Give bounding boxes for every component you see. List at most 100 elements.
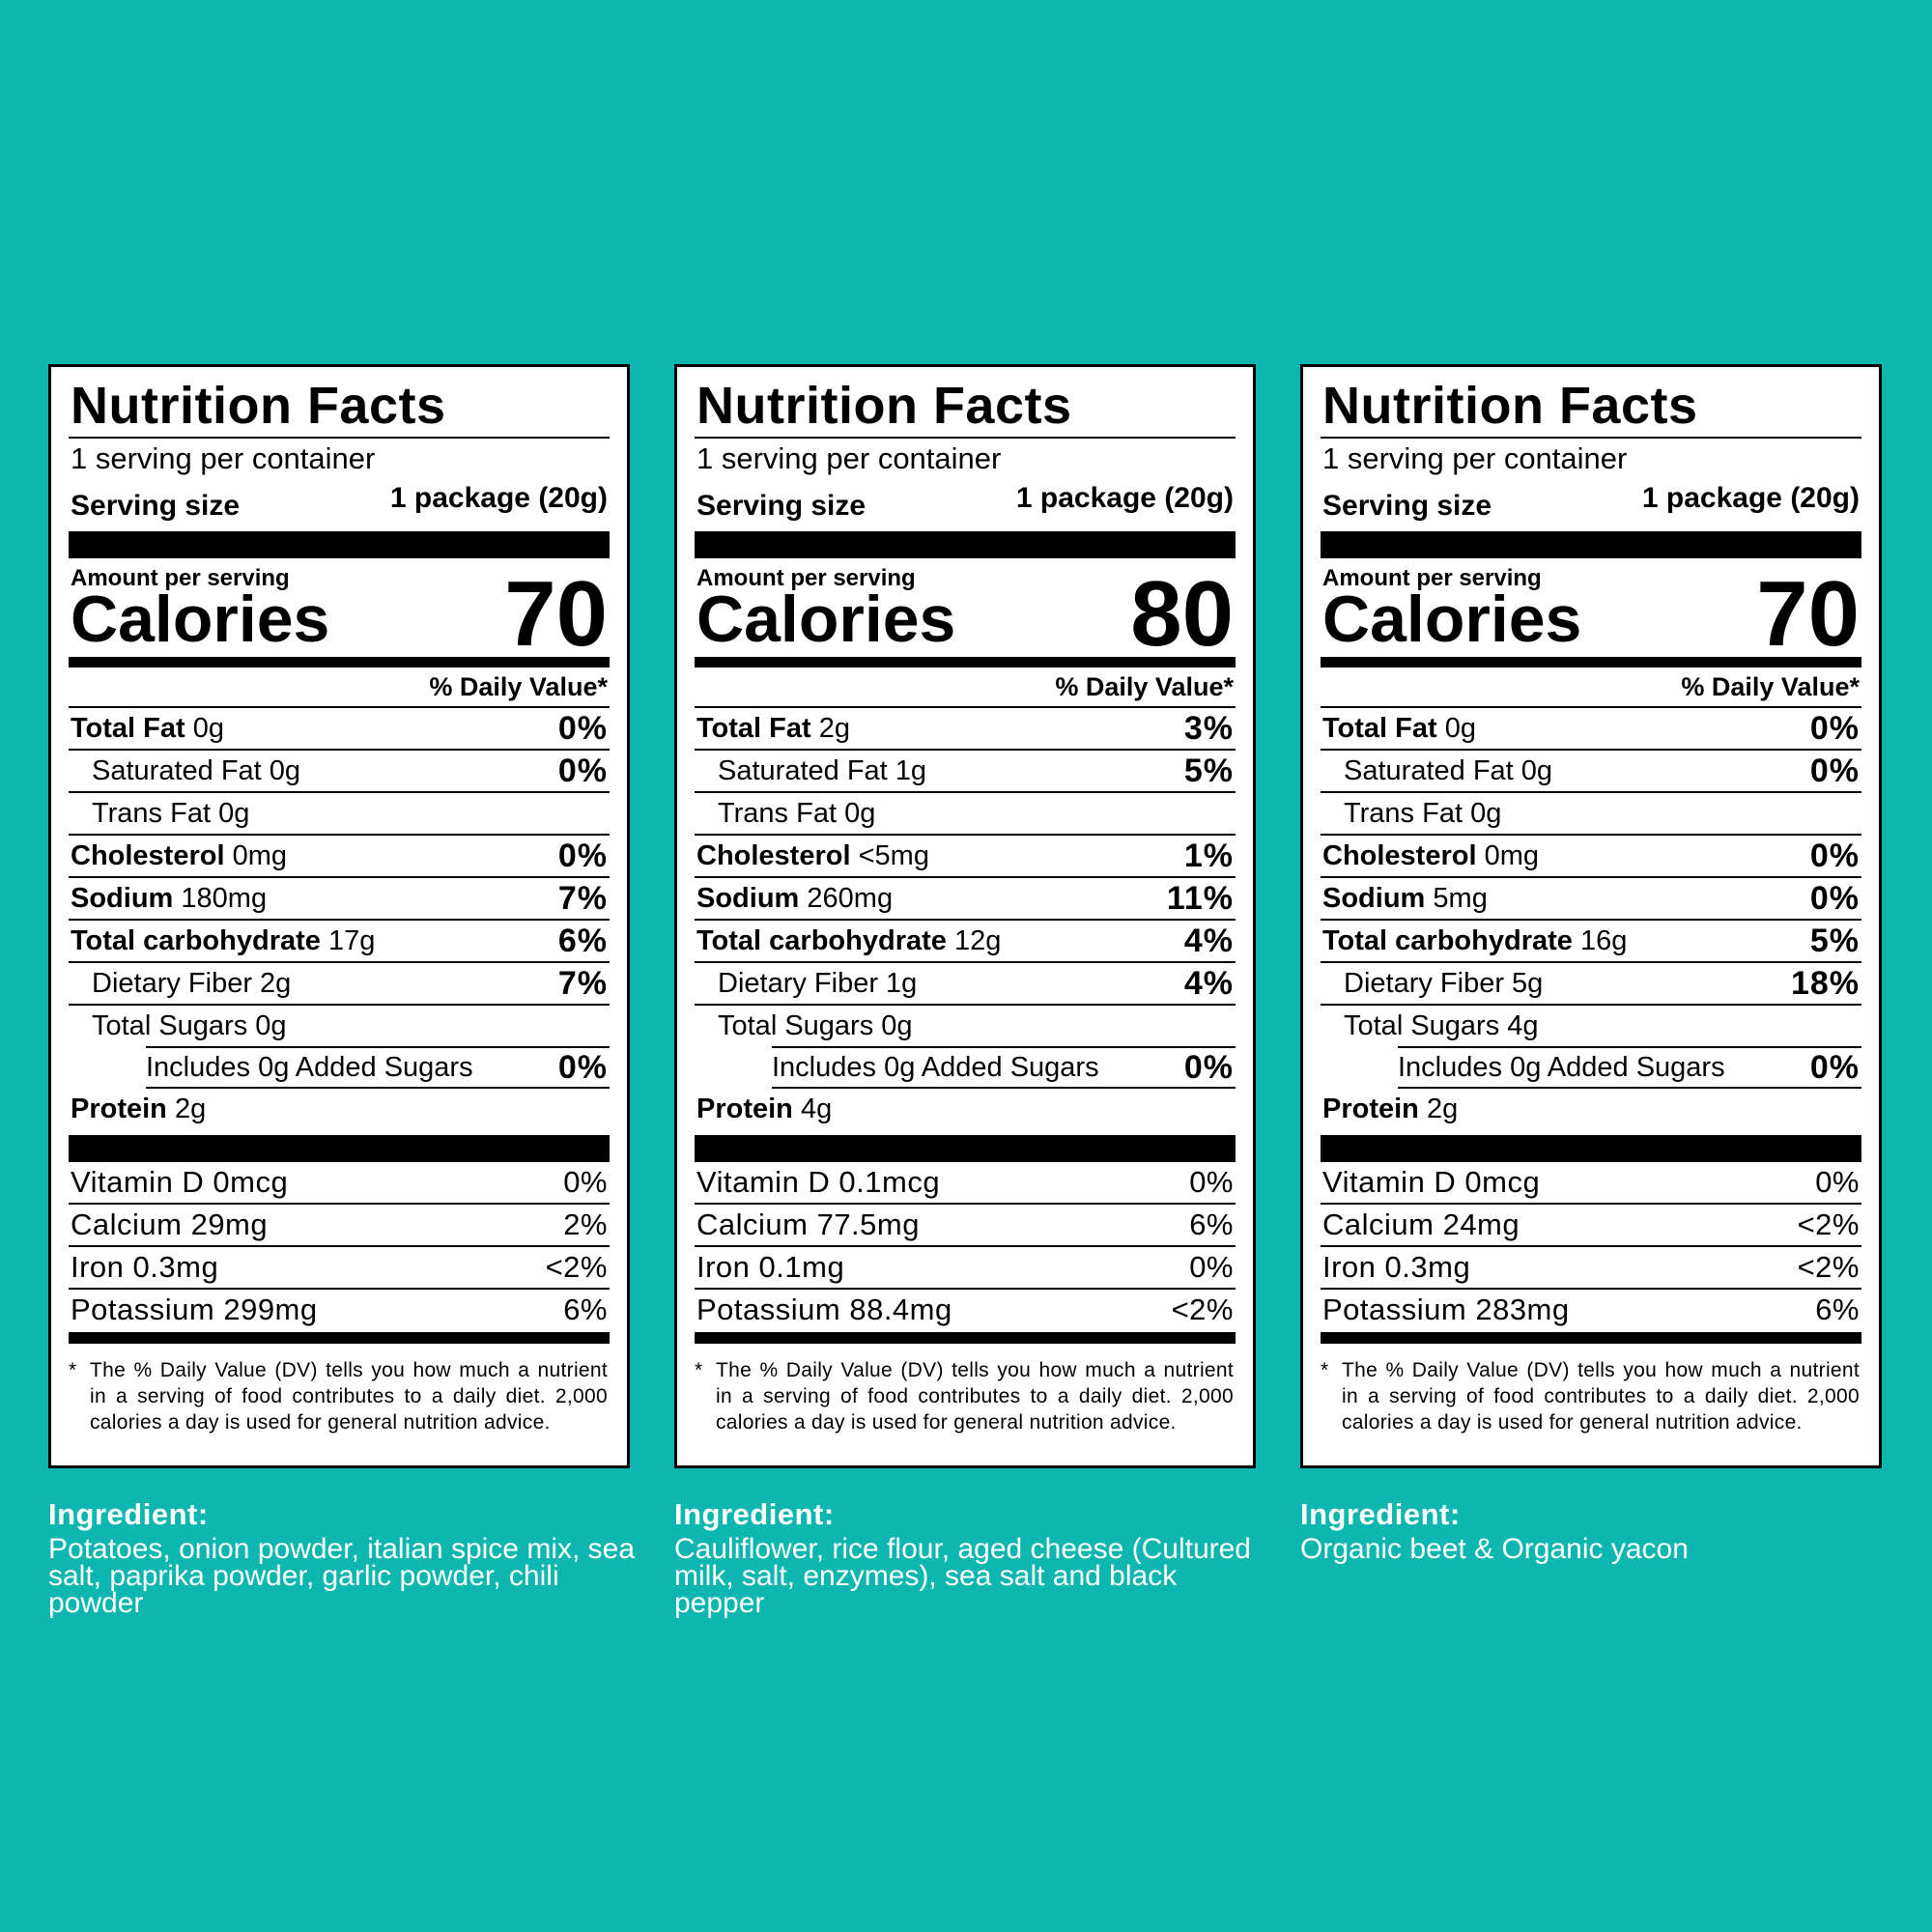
calcium-label: Calcium 29mg	[71, 1208, 269, 1241]
fiber-label: Dietary Fiber 1g	[718, 967, 918, 999]
footnote-asterisk: *	[1321, 1359, 1329, 1381]
calories-value: 80	[1130, 562, 1234, 666]
saturated-fat-dv: 5%	[1183, 752, 1234, 789]
carbohydrate-row: Total carbohydrate 12g 4%	[695, 921, 1236, 963]
vitamin-d-row: Vitamin D 0mcg 0%	[1321, 1162, 1861, 1205]
nutrition-panel-2: Nutrition Facts 1 serving per container …	[674, 364, 1256, 1618]
calories-label: Calories	[696, 582, 956, 656]
sodium-label: Sodium	[696, 882, 800, 914]
vitamin-d-dv: 0%	[1815, 1165, 1860, 1199]
added-sugars-dv: 0%	[1809, 1048, 1860, 1086]
ingredient-heading: Ingredient:	[674, 1497, 835, 1531]
iron-dv: 0%	[1189, 1250, 1234, 1284]
nutrition-facts-label: Nutrition Facts 1 serving per container …	[674, 364, 1256, 1468]
added-sugars-dv: 0%	[1183, 1048, 1234, 1086]
carbohydrate-label: Total carbohydrate	[71, 924, 321, 956]
cholesterol-label: Cholesterol	[696, 839, 851, 871]
cholesterol-dv: 1%	[1183, 837, 1234, 874]
vitamin-d-row: Vitamin D 0mcg 0%	[69, 1162, 610, 1205]
iron-row: Iron 0.3mg <2%	[69, 1247, 610, 1290]
total-fat-label: Total Fat	[696, 712, 811, 744]
sodium-dv: 11%	[1166, 879, 1234, 917]
fiber-dv: 4%	[1183, 964, 1234, 1002]
protein-row: Protein 2g	[69, 1089, 610, 1129]
cholesterol-label: Cholesterol	[1322, 839, 1477, 871]
calories-row: Calories 80	[695, 568, 1236, 661]
calcium-row: Calcium 77.5mg 6%	[695, 1205, 1236, 1247]
potassium-dv: 6%	[563, 1293, 608, 1326]
nutrition-facts-label: Nutrition Facts 1 serving per container …	[48, 364, 630, 1468]
footnote-text: The % Daily Value (DV) tells you how muc…	[716, 1359, 1234, 1434]
protein-label: Protein	[71, 1093, 167, 1124]
sodium-amount: 260mg	[807, 882, 894, 914]
calories-label: Calories	[1322, 582, 1582, 656]
carbohydrate-row: Total carbohydrate 16g 5%	[1321, 921, 1861, 963]
serving-size-value: 1 package (20g)	[1641, 482, 1860, 514]
protein-label: Protein	[696, 1093, 793, 1124]
medium-divider	[69, 657, 610, 668]
serving-size-label: Serving size	[1322, 490, 1492, 522]
saturated-fat-row: Saturated Fat 0g 0%	[69, 751, 610, 793]
serving-size-row: Serving size 1 package (20g)	[1321, 479, 1861, 524]
cholesterol-row: Cholesterol <5mg 1%	[695, 836, 1236, 878]
cholesterol-row: Cholesterol 0mg 0%	[69, 836, 610, 878]
added-sugars-label: Includes 0g Added Sugars	[146, 1051, 473, 1083]
amount-per-serving: Amount per serving	[696, 565, 916, 591]
footnote: * The % Daily Value (DV) tells you how m…	[69, 1357, 610, 1435]
ingredient-heading: Ingredient:	[48, 1497, 209, 1531]
sugars-row: Total Sugars 4g	[1321, 1006, 1861, 1046]
label-title: Nutrition Facts	[69, 375, 610, 439]
medium-divider	[69, 1332, 610, 1344]
carbohydrate-amount: 16g	[1579, 924, 1628, 956]
medium-divider	[695, 657, 1236, 668]
label-title: Nutrition Facts	[695, 375, 1236, 439]
cholesterol-amount: 0mg	[1484, 839, 1540, 871]
calcium-label: Calcium 77.5mg	[696, 1208, 920, 1241]
potassium-dv: <2%	[1171, 1293, 1234, 1326]
footnote-asterisk: *	[695, 1359, 703, 1381]
label-title: Nutrition Facts	[1321, 375, 1861, 439]
carbohydrate-dv: 4%	[1183, 922, 1234, 959]
fiber-row: Dietary Fiber 1g 4%	[695, 963, 1236, 1006]
trans-fat-label: Trans Fat 0g	[92, 797, 250, 829]
vitamin-d-dv: 0%	[1189, 1165, 1234, 1199]
footnote-asterisk: *	[69, 1359, 77, 1381]
potassium-row: Potassium 299mg 6%	[69, 1290, 610, 1330]
sodium-dv: 7%	[557, 879, 608, 917]
potassium-row: Potassium 88.4mg <2%	[695, 1290, 1236, 1330]
trans-fat-row: Trans Fat 0g	[1321, 793, 1861, 836]
fiber-label: Dietary Fiber 2g	[92, 967, 292, 999]
potassium-label: Potassium 283mg	[1322, 1293, 1570, 1326]
footnote-text: The % Daily Value (DV) tells you how muc…	[1342, 1359, 1860, 1434]
calcium-dv: 6%	[1189, 1208, 1234, 1241]
added-sugars-label: Includes 0g Added Sugars	[772, 1051, 1099, 1083]
protein-amount: 2g	[174, 1093, 207, 1124]
protein-row: Protein 2g	[1321, 1089, 1861, 1129]
cholesterol-amount: 0mg	[232, 839, 288, 871]
carbohydrate-dv: 6%	[557, 922, 608, 959]
added-sugars-dv: 0%	[557, 1048, 608, 1086]
ingredient-list: Potatoes, onion powder, italian spice mi…	[48, 1533, 636, 1619]
calcium-row: Calcium 29mg 2%	[69, 1205, 610, 1247]
total-fat-dv: 0%	[1809, 709, 1860, 747]
vitamin-d-label: Vitamin D 0mcg	[71, 1165, 289, 1199]
vitamin-d-row: Vitamin D 0.1mcg 0%	[695, 1162, 1236, 1205]
total-fat-row: Total Fat 2g 3%	[695, 708, 1236, 751]
iron-row: Iron 0.3mg <2%	[1321, 1247, 1861, 1290]
calories-row: Calories 70	[1321, 568, 1861, 661]
protein-label: Protein	[1322, 1093, 1419, 1124]
total-fat-amount: 0g	[1444, 712, 1477, 744]
nutrition-facts-label: Nutrition Facts 1 serving per container …	[1300, 364, 1882, 1468]
calories-label: Calories	[71, 582, 330, 656]
servings-per-container: 1 serving per container	[1322, 441, 1628, 475]
trans-fat-row: Trans Fat 0g	[695, 793, 1236, 836]
carbohydrate-amount: 12g	[953, 924, 1002, 956]
servings-per-container: 1 serving per container	[71, 441, 376, 475]
potassium-dv: 6%	[1815, 1293, 1860, 1326]
total-fat-amount: 2g	[818, 712, 851, 744]
fiber-row: Dietary Fiber 2g 7%	[69, 963, 610, 1006]
sugars-label: Total Sugars 0g	[92, 1009, 287, 1041]
carbohydrate-amount: 17g	[327, 924, 376, 956]
carbohydrate-row: Total carbohydrate 17g 6%	[69, 921, 610, 963]
calories-value: 70	[1756, 562, 1860, 666]
